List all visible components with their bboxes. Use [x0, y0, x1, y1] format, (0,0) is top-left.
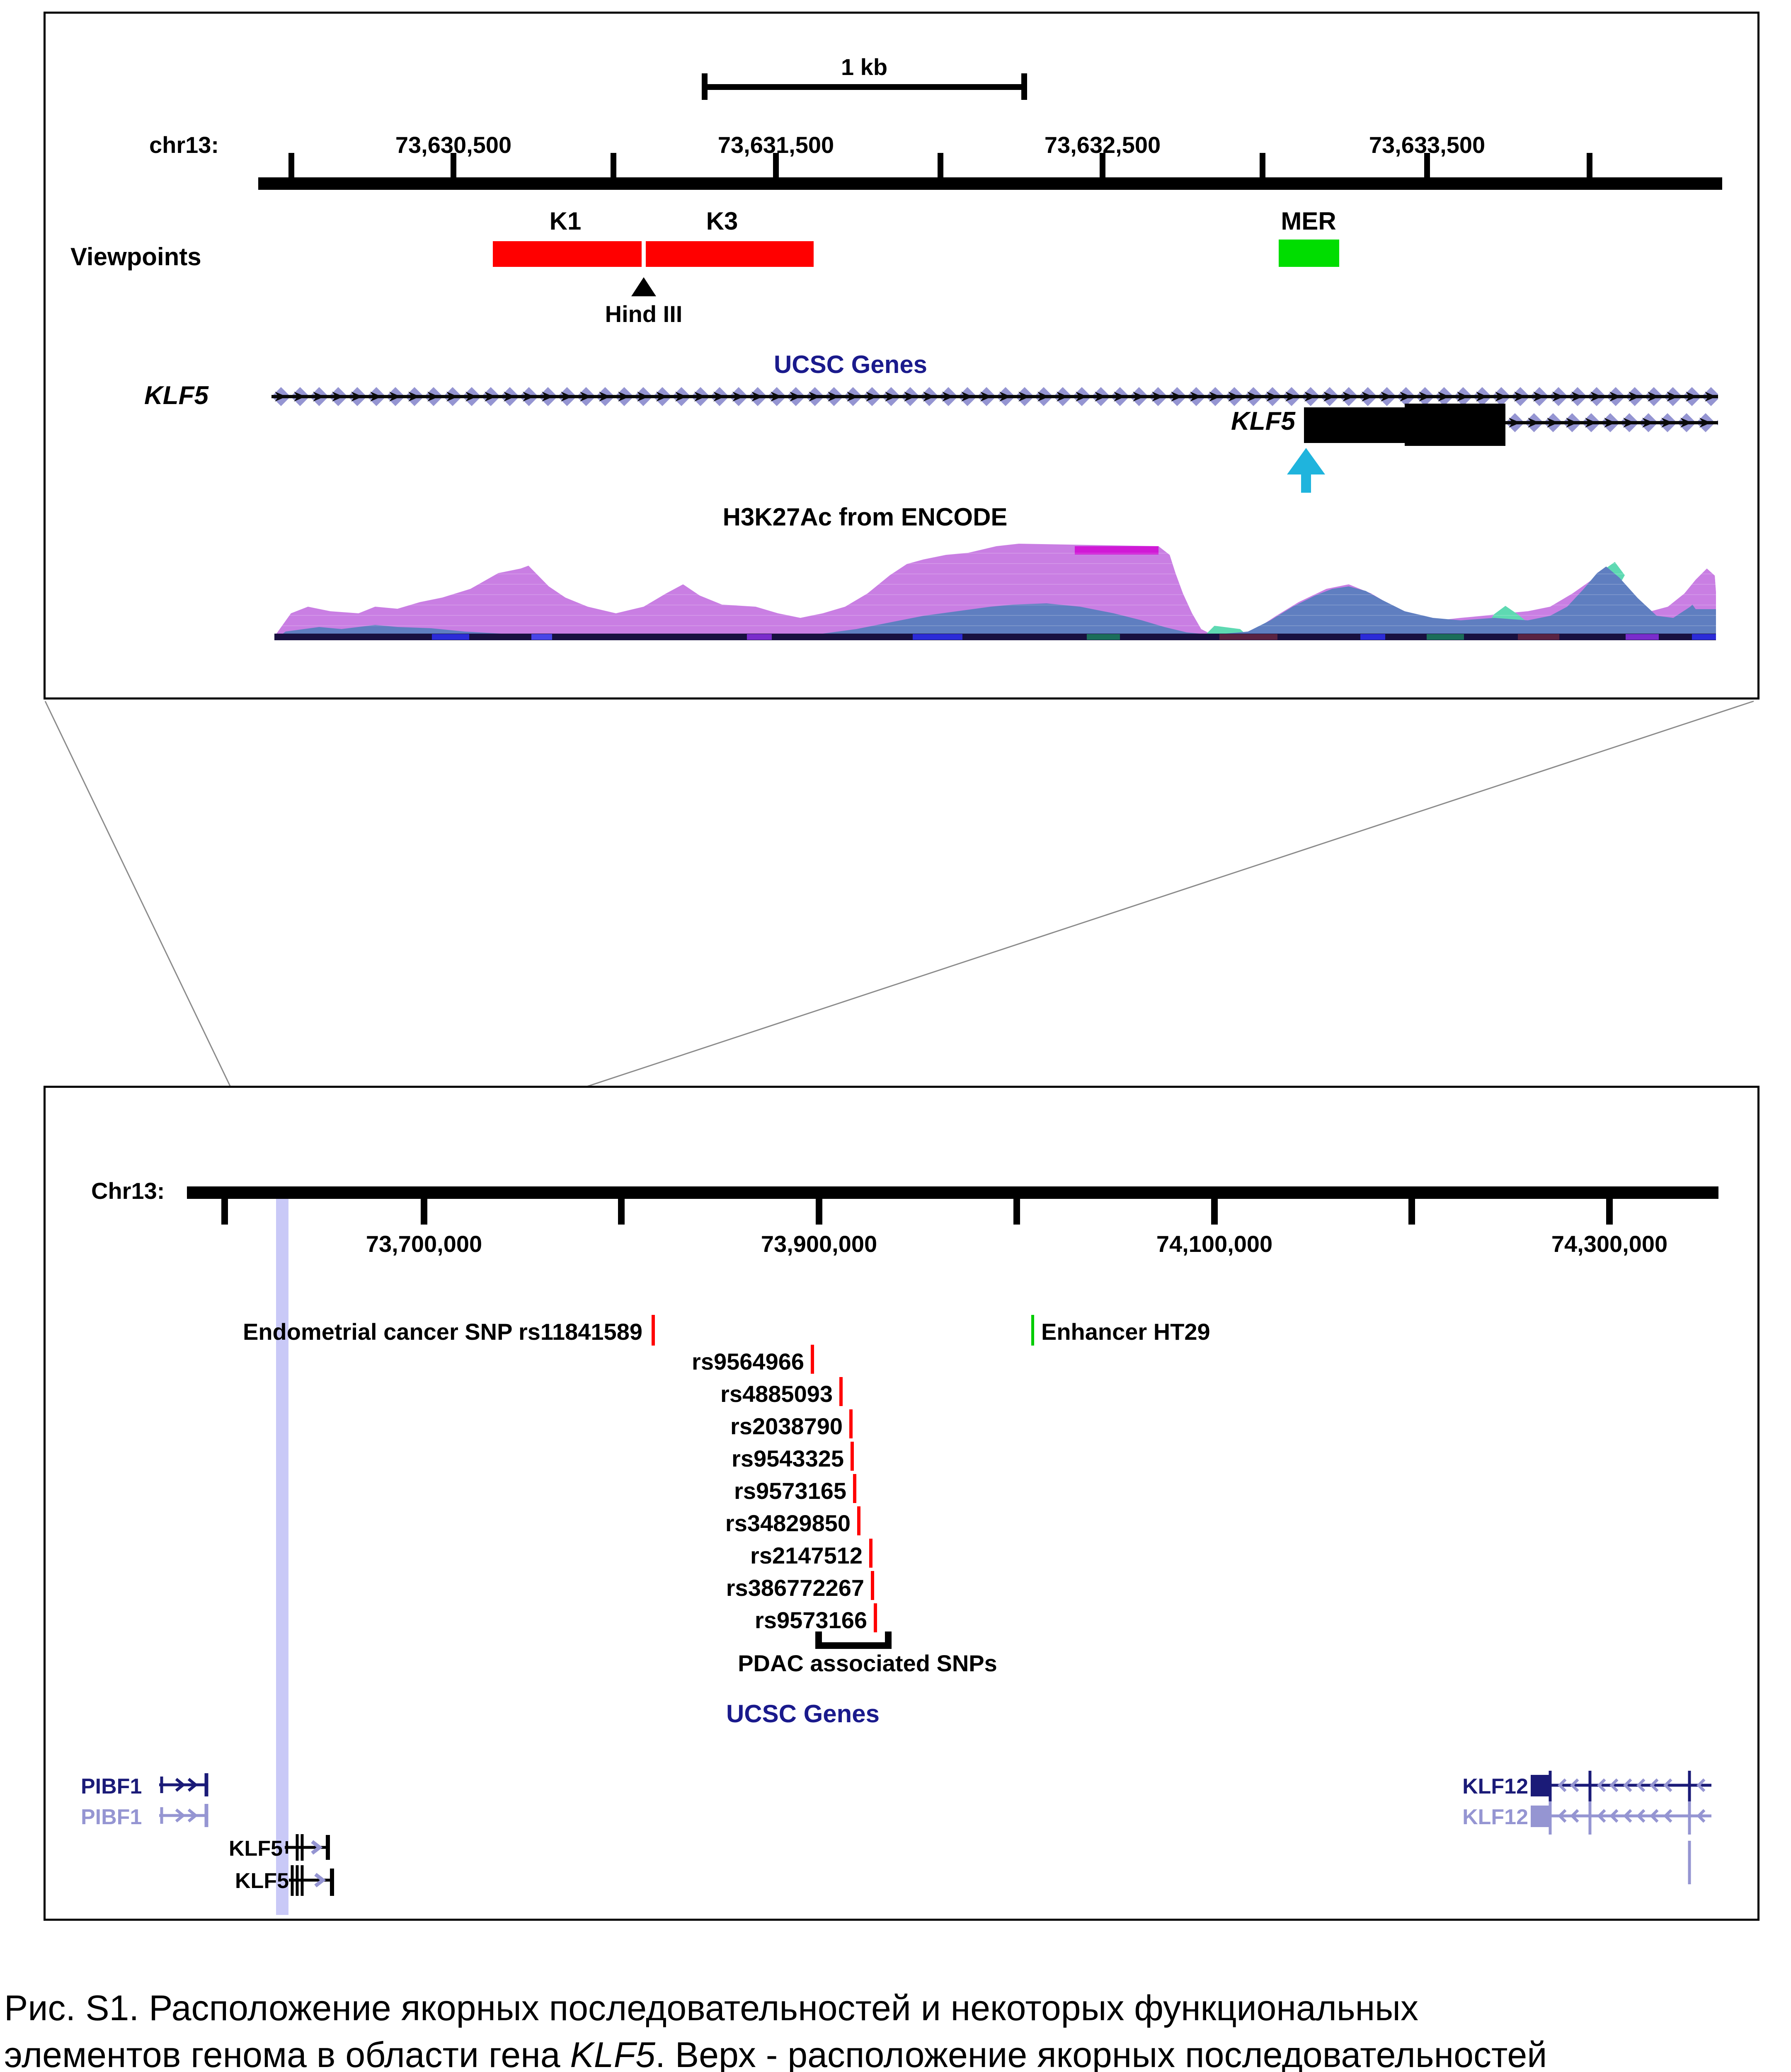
scale-bar-right-cap — [1021, 73, 1027, 100]
caption-text: Рис. S1. Расположение якорных последоват… — [4, 1988, 1418, 2028]
klf5-gene-arrow-track — [271, 387, 1718, 406]
pibf1-gene-glyph — [159, 1773, 208, 1796]
enhancer-ht29-tick — [1031, 1315, 1034, 1346]
ruler-tick-label: 73,900,000 — [761, 1231, 877, 1257]
peak-cap-mark — [1075, 546, 1158, 554]
snp-position-tick — [839, 1377, 843, 1406]
mer-label: MER — [1281, 207, 1336, 235]
h3k27ac-track-label: H3K27Ac from ENCODE — [722, 503, 1008, 531]
snp-label: rs2147512 — [750, 1542, 863, 1569]
chromosome-ruler — [258, 177, 1722, 190]
klf5-gene-label: KLF5 — [235, 1869, 289, 1893]
scale-bar-label: 1 kb — [841, 54, 888, 80]
snp-position-tick — [869, 1539, 872, 1568]
klf5-exon-box — [1304, 407, 1405, 443]
ruler-tick — [1211, 1199, 1218, 1225]
scale-bar — [705, 84, 1024, 90]
viewpoints-track-label: Viewpoints — [70, 243, 201, 271]
snp-position-tick — [874, 1603, 877, 1632]
snp-position-tick — [871, 1571, 874, 1600]
tss-arrow-stem — [1301, 474, 1311, 493]
snp-position-tick — [849, 1409, 853, 1438]
ruler-tick — [451, 153, 456, 178]
top-genome-browser-panel: 1 kb chr13: 73,630,500 73,631,500 73,632… — [44, 12, 1759, 700]
ruler-tick — [773, 153, 779, 178]
snp-label: rs9573166 — [755, 1607, 867, 1633]
scale-bar-left-cap — [702, 73, 708, 100]
snp-label: rs9573165 — [734, 1478, 846, 1504]
tss-arrow-icon — [1287, 448, 1325, 474]
ruler-tick — [1408, 1199, 1415, 1225]
klf12-gene-glyph — [1531, 1771, 1711, 1804]
ruler-tick — [1587, 153, 1592, 178]
k3-label: K3 — [706, 207, 738, 235]
endometrial-snp-tick — [652, 1315, 655, 1346]
viewpoint-k3-box — [646, 241, 814, 267]
chromosome-label: chr13: — [149, 132, 219, 158]
klf5-gene-arrow-track — [1505, 413, 1718, 432]
pibf1-gene-label: PIBF1 — [81, 1805, 142, 1829]
snp-label: rs9564966 — [692, 1348, 804, 1375]
mer-region-box — [1279, 240, 1339, 267]
figure-caption: Рис. S1. Расположение якорных последоват… — [4, 1985, 1786, 2072]
klf5-transcript-label: KLF5 — [144, 381, 208, 410]
klf5-gene-label: KLF5 — [229, 1837, 283, 1861]
ruler-tick-label: 74,100,000 — [1156, 1231, 1273, 1257]
snp-position-tick — [857, 1506, 860, 1535]
ruler-tick — [221, 1199, 228, 1225]
snp-label: rs4885093 — [720, 1381, 833, 1407]
ruler-tick — [288, 153, 294, 178]
snp-label: rs9543325 — [732, 1445, 844, 1472]
klf12-gene-label: KLF12 — [1462, 1805, 1528, 1829]
snp-position-tick — [853, 1474, 856, 1503]
ruler-tick — [618, 1199, 625, 1225]
endometrial-snp-label: Endometrial cancer SNP rs11841589 — [242, 1319, 642, 1345]
ruler-tick — [938, 153, 943, 178]
chromosome-label: Chr13: — [91, 1178, 165, 1204]
h3k27ac-signal-track — [274, 544, 1716, 640]
hindiii-label: Hind III — [605, 301, 683, 327]
ruler-tick-label: 73,700,000 — [366, 1231, 482, 1257]
ruler-tick — [1606, 1199, 1613, 1225]
pibf1-gene-label: PIBF1 — [81, 1774, 142, 1798]
caption-text: . Верх - расположение якорных последоват… — [655, 2035, 1547, 2072]
ruler-tick-label: 74,300,000 — [1551, 1231, 1668, 1257]
k1-label: K1 — [549, 207, 582, 235]
pibf1-gene-glyph — [159, 1804, 208, 1827]
snp-position-tick — [811, 1345, 814, 1374]
klf5-gene-label: KLF5 — [1231, 407, 1295, 436]
snp-position-tick — [851, 1442, 854, 1471]
klf5-gene-glyph — [289, 1865, 334, 1896]
klf12-gene-label: KLF12 — [1462, 1774, 1528, 1798]
bottom-genome-browser-panel: Chr13: 73,700,000 73,900,000 74,100,000 … — [44, 1086, 1759, 1921]
snp-label: rs386772267 — [726, 1575, 864, 1601]
snp-label: rs34829850 — [725, 1510, 851, 1536]
ruler-tick — [1013, 1199, 1020, 1225]
ucsc-genes-label: UCSC Genes — [726, 1700, 880, 1728]
ruler-tick — [816, 1199, 822, 1225]
caption-line: элементов генома в области гена KLF5. Ве… — [4, 2032, 1786, 2072]
enhancer-ht29-label: Enhancer HT29 — [1041, 1319, 1210, 1345]
ruler-tick — [611, 153, 616, 178]
ruler-tick — [1100, 153, 1105, 178]
klf12-gene-glyph — [1531, 1801, 1711, 1884]
caption-line: Рис. S1. Расположение якорных последоват… — [4, 1985, 1786, 2032]
caption-text: элементов генома в области гена — [4, 2035, 570, 2072]
ucsc-genes-label: UCSC Genes — [773, 351, 928, 378]
klf5-exon-box — [1405, 404, 1505, 446]
ruler-tick — [1424, 153, 1430, 178]
ruler-tick — [1260, 153, 1265, 178]
snp-label: rs2038790 — [730, 1413, 843, 1439]
klf5-gene-glyph — [285, 1834, 330, 1861]
pdac-snps-label: PDAC associated SNPs — [738, 1650, 997, 1676]
caption-text: KLF5 — [570, 2035, 655, 2072]
viewpoint-k1-box — [493, 241, 642, 267]
hindiii-triangle-icon — [631, 277, 656, 296]
chromosome-ruler — [187, 1186, 1718, 1199]
pdac-snp-bracket — [815, 1631, 892, 1649]
klf5-locus-highlight-band — [276, 1187, 288, 1915]
ruler-tick — [421, 1199, 427, 1225]
